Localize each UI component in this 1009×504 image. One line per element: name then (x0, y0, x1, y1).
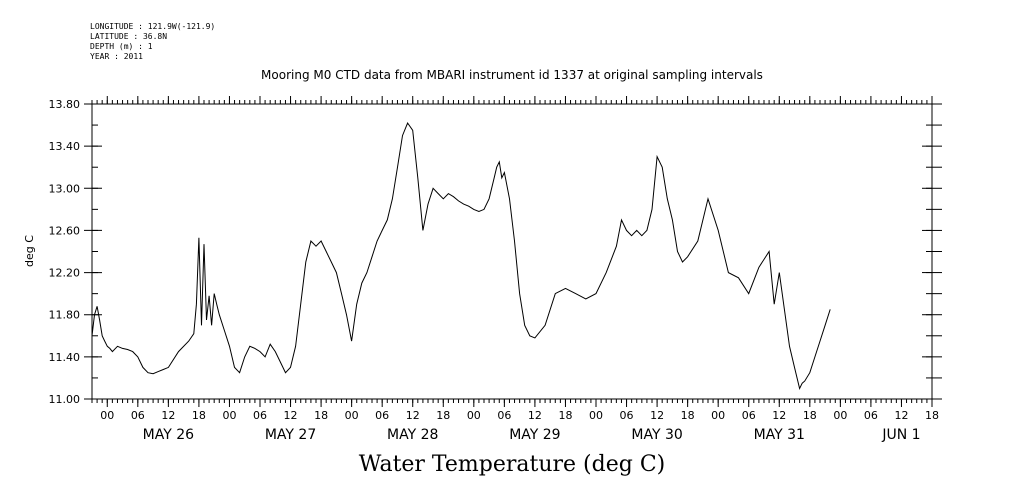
longitude-text: LONGITUDE : 121.9W(-121.9) (90, 22, 216, 31)
x-tick-label: 06 (742, 409, 756, 422)
metadata-block: LONGITUDE : 121.9W(-121.9) LATITUDE : 36… (90, 22, 215, 62)
x-tick-label: 18 (314, 409, 328, 422)
x-day-label: MAY 30 (631, 427, 682, 443)
x-tick-label: 12 (406, 409, 420, 422)
x-tick-label: 06 (620, 409, 634, 422)
depth-text: DEPTH (m) : 1 (90, 42, 153, 51)
x-tick-label: 00 (222, 409, 236, 422)
x-tick-label: 00 (100, 409, 114, 422)
latitude-text: LATITUDE : 36.8N (90, 32, 168, 41)
x-axis-label: Water Temperature (deg C) (358, 452, 666, 477)
x-day-label: MAY 27 (265, 427, 316, 443)
x-day-label: MAY 31 (754, 427, 805, 443)
series-line-water-temperature (91, 121, 831, 390)
x-day-label: MAY 28 (387, 427, 438, 443)
x-tick-label: 00 (711, 409, 725, 422)
y-tick-label: 11.00 (49, 393, 81, 406)
x-tick-label: 12 (284, 409, 298, 422)
x-tick-label: 18 (925, 409, 939, 422)
x-tick-label: 18 (558, 409, 572, 422)
x-tick-label: 12 (161, 409, 175, 422)
y-tick-label: 12.20 (49, 267, 81, 280)
y-tick-label: 13.80 (49, 98, 81, 111)
x-tick-label: 12 (894, 409, 908, 422)
x-tick-label: 12 (528, 409, 542, 422)
x-tick-label: 00 (833, 409, 847, 422)
x-day-label: MAY 26 (143, 427, 194, 443)
x-tick-label: 06 (497, 409, 511, 422)
x-tick-label: 18 (681, 409, 695, 422)
y-tick-label: 11.80 (49, 309, 81, 322)
x-tick-label: 00 (589, 409, 603, 422)
y-tick-label: 13.00 (49, 182, 81, 195)
x-tick-label: 00 (345, 409, 359, 422)
chart-title: Mooring M0 CTD data from MBARI instrumen… (261, 68, 763, 82)
x-tick-label: 00 (467, 409, 481, 422)
year-text: YEAR : 2011 (90, 52, 143, 61)
x-tick-label: 18 (803, 409, 817, 422)
y-axis-label: deg C (23, 235, 36, 267)
x-tick-label: 12 (650, 409, 664, 422)
x-tick-label: 06 (375, 409, 389, 422)
y-tick-label: 12.60 (49, 224, 81, 237)
x-tick-label: 12 (772, 409, 786, 422)
x-day-label: JUN 1 (881, 427, 920, 443)
x-tick-label: 06 (253, 409, 267, 422)
y-tick-label: 13.40 (49, 140, 81, 153)
plot-frame (91, 103, 933, 400)
x-tick-label: 18 (436, 409, 450, 422)
x-day-label: MAY 29 (509, 427, 560, 443)
x-tick-label: 18 (192, 409, 206, 422)
y-tick-label: 11.40 (49, 351, 81, 364)
x-tick-label: 06 (864, 409, 878, 422)
x-tick-label: 06 (131, 409, 145, 422)
